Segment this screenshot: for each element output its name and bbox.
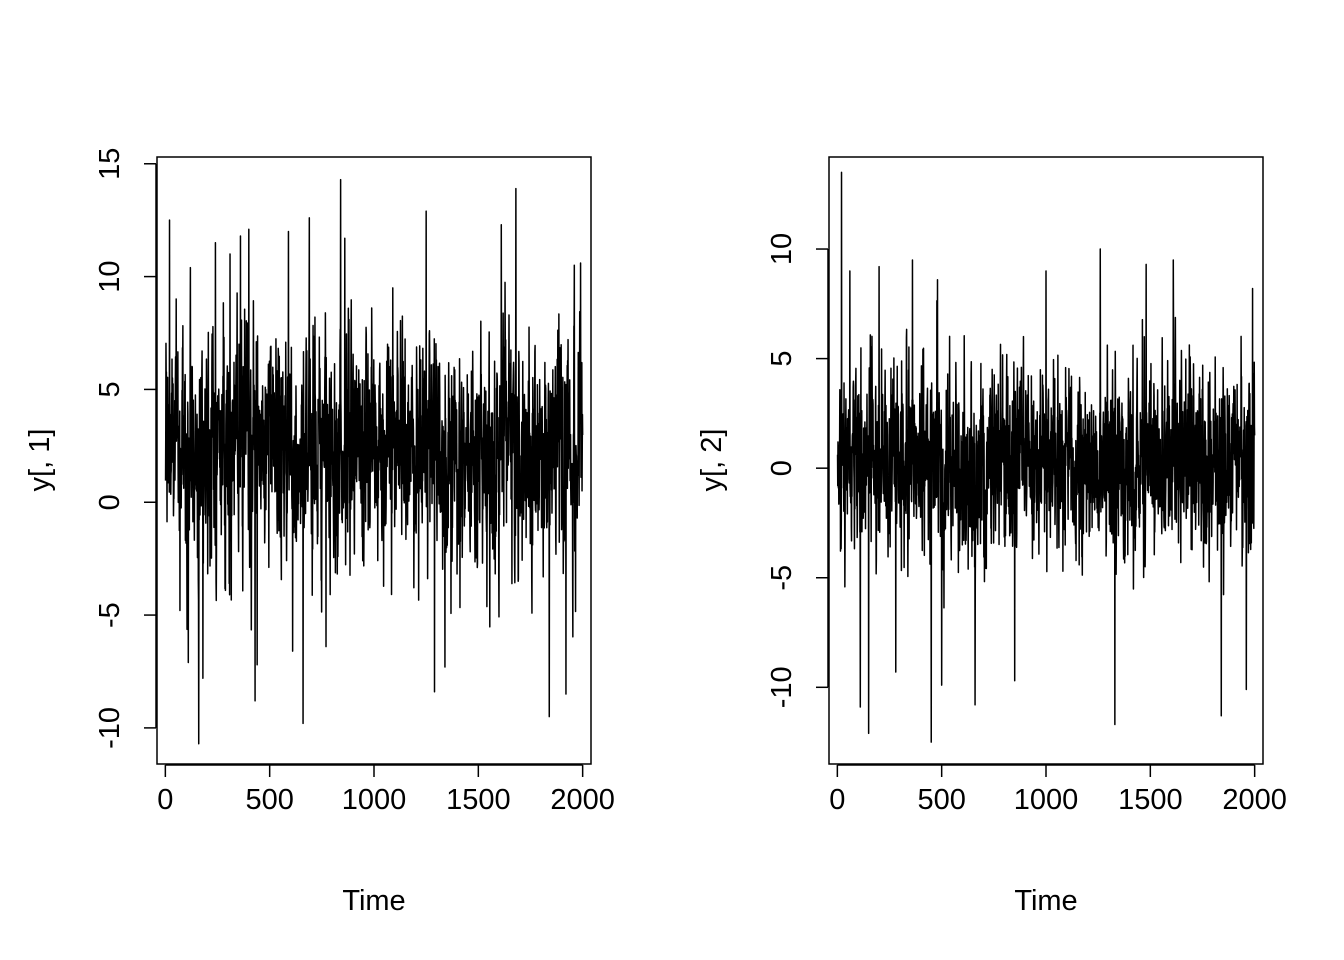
y-tick-label: -10: [94, 707, 126, 749]
y-tick-label: 5: [94, 381, 126, 397]
y-tick-label: -10: [766, 666, 798, 708]
y-tick-label: -5: [766, 565, 798, 591]
plot-box-y1: [156, 156, 592, 765]
series-line-y2: [836, 171, 1256, 743]
panel-y2: 0 500 1000 1500 2000 -10 -5 0 5 10 Time y[, 2]: [696, 156, 1287, 917]
y-tick-label: 0: [766, 460, 798, 476]
x-axis-y2: 0 500 1000 1500 2000: [829, 764, 1287, 816]
x-tick-label: 1500: [446, 784, 511, 816]
x-tick-label: 1500: [1118, 784, 1183, 816]
x-tick-label: 2000: [550, 784, 615, 816]
y-axis-label-y1: y[, 1]: [24, 429, 56, 492]
x-tick-label: 0: [157, 784, 173, 816]
x-tick-label: 0: [829, 784, 845, 816]
x-tick-label: 2000: [1222, 784, 1287, 816]
y-axis-y2: -10 -5 0 5 10: [766, 233, 829, 708]
y-tick-label: 10: [94, 260, 126, 292]
x-tick-label: 500: [917, 784, 965, 816]
y-tick-label: 5: [766, 351, 798, 367]
y-tick-label: 10: [766, 233, 798, 265]
y-axis-label-y2: y[, 2]: [696, 429, 728, 492]
x-axis-label-y2: Time: [1014, 885, 1077, 917]
x-tick-label: 500: [245, 784, 293, 816]
panel-y1: 0 500 1000 1500 2000 -10 -5 0 5 10 15 Time y[, 1]: [24, 148, 615, 917]
y-tick-label: 0: [94, 494, 126, 510]
y-tick-label: -5: [94, 602, 126, 628]
series-line-y1: [164, 178, 584, 745]
y-axis-y1: -10 -5 0 5 10 15: [94, 148, 157, 749]
x-tick-label: 1000: [1014, 784, 1079, 816]
y-tick-label: 15: [94, 148, 126, 180]
x-axis-label-y1: Time: [342, 885, 405, 917]
x-axis-y1: 0 500 1000 1500 2000: [157, 764, 615, 816]
plot-box-y2: [828, 156, 1264, 765]
x-tick-label: 1000: [342, 784, 407, 816]
